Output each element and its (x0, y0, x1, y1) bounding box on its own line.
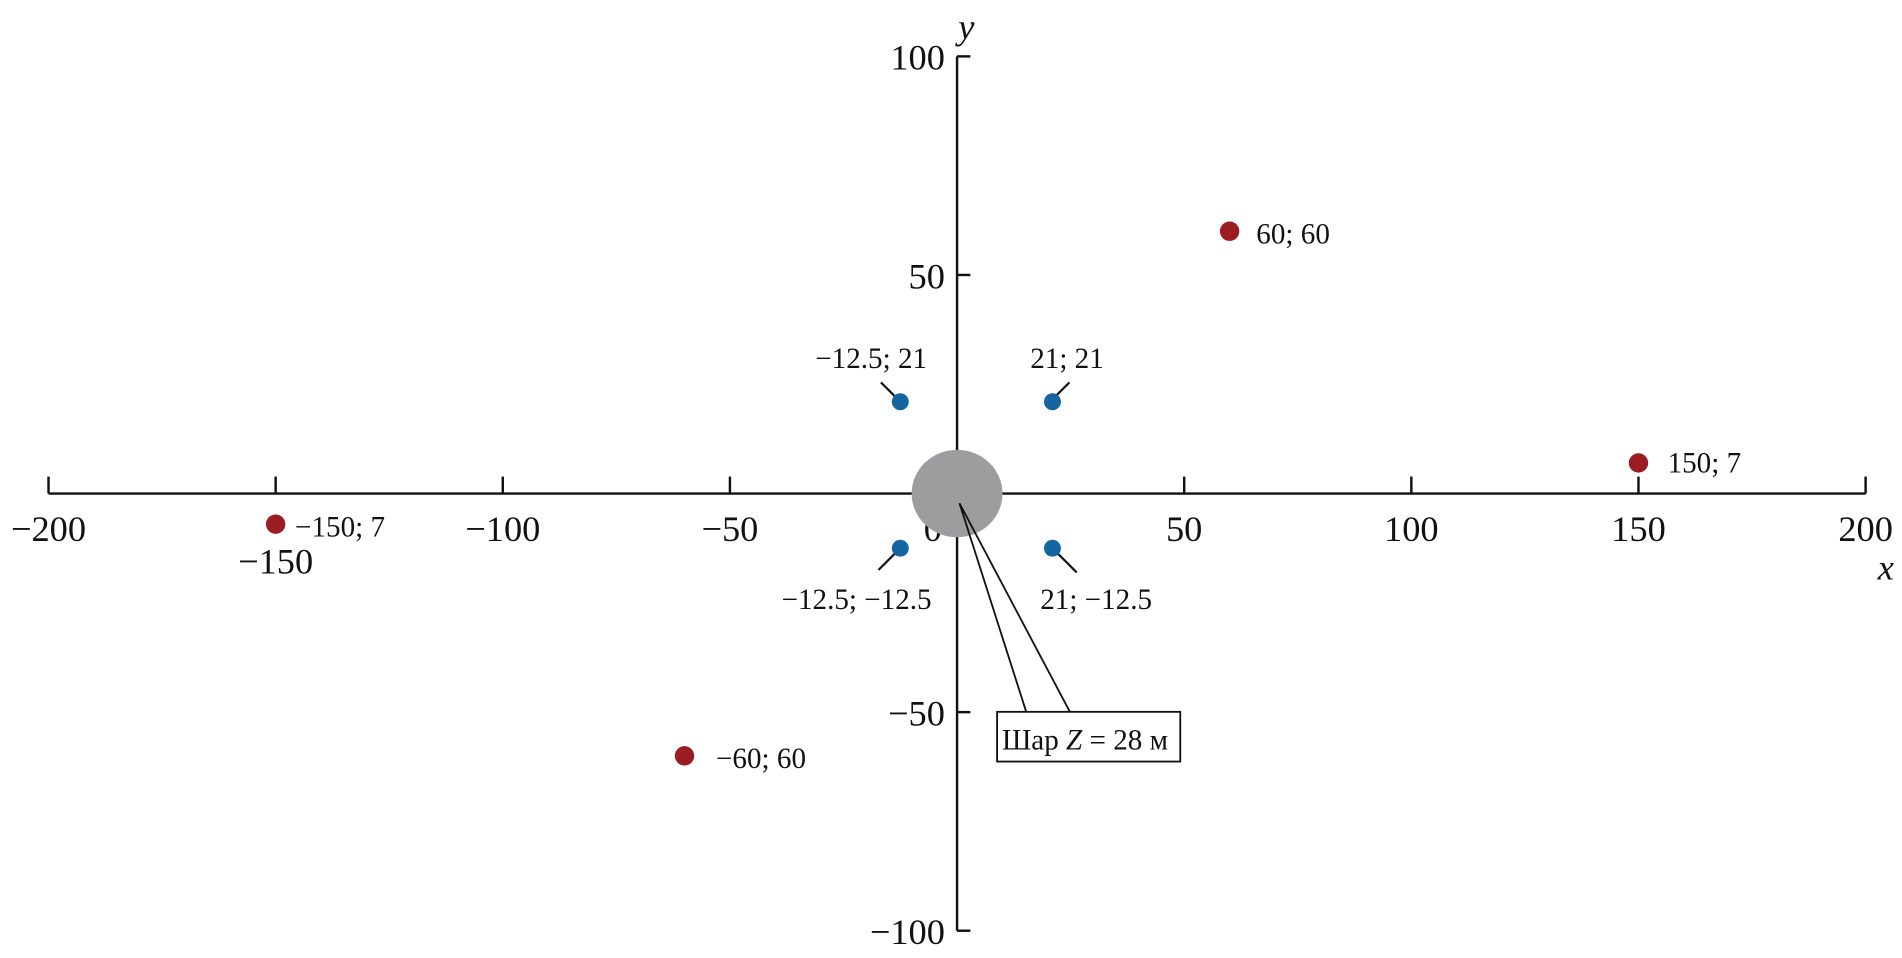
x-tick-label: 50 (1166, 509, 1202, 549)
x-tick-label: 150 (1611, 509, 1666, 549)
points-layer: 60; 60 150; 7 −150; 7 −60; 60 −12.5; 21 21; 2… (265, 218, 1742, 775)
data-point (674, 746, 695, 766)
x-tick-label: 100 (1384, 509, 1439, 549)
point-label: −60; 60 (716, 743, 806, 775)
point-label: 21; −12.5 (1040, 584, 1152, 616)
x-tick-label: −200 (11, 509, 86, 549)
x-axis-label: x (1877, 548, 1894, 588)
data-point (1043, 539, 1061, 557)
sphere-callout: Шар Z = 28 м (958, 502, 1182, 763)
callout-leader (958, 502, 1071, 713)
point-label: 150; 7 (1668, 448, 1742, 480)
point-label: 21; 21 (1030, 343, 1104, 375)
data-point (891, 393, 909, 411)
callout-box (996, 710, 1182, 763)
data-point (1219, 221, 1240, 241)
y-tick-label: −100 (870, 912, 945, 952)
data-point (1628, 453, 1649, 473)
data-point (1043, 393, 1061, 411)
callout-leader (958, 502, 1028, 713)
y-axis-label: y (954, 7, 975, 47)
sphere-circle (911, 449, 1003, 538)
y-tick-label: 50 (909, 256, 945, 296)
sphere-layer (911, 449, 1003, 538)
data-point (891, 539, 909, 557)
x-tick-label: −150 (238, 542, 313, 582)
point-leader (1054, 549, 1078, 574)
x-tick-label: −50 (701, 509, 758, 549)
axes: −200−150−100−5005010015020010050−50−100 (11, 38, 1893, 952)
x-tick-label: 200 (1838, 509, 1893, 549)
callout-text: Шар Z = 28 м (1002, 724, 1168, 756)
point-label: −150; 7 (295, 511, 385, 543)
x-tick-label: −100 (465, 509, 540, 549)
y-tick-label: 100 (890, 38, 945, 78)
y-tick-label: −50 (888, 693, 945, 733)
data-point (265, 514, 286, 534)
point-label: 60; 60 (1256, 218, 1330, 250)
point-label: −12.5; −12.5 (782, 584, 932, 616)
point-label: −12.5; 21 (815, 343, 927, 375)
